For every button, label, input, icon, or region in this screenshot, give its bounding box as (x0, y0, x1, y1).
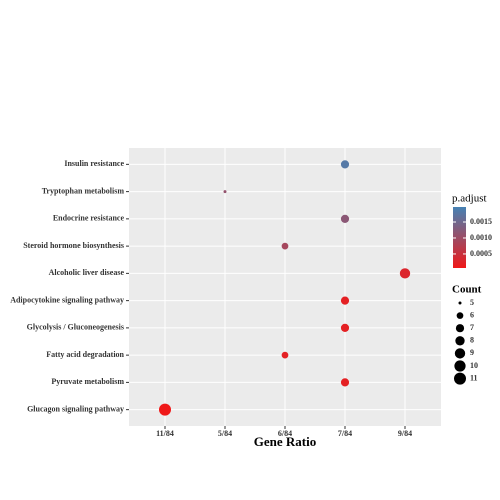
x-tick-label: 9/84 (398, 429, 412, 438)
dot (340, 323, 350, 332)
size-legend-label: 10 (470, 361, 478, 370)
size-legend-key (455, 336, 465, 346)
x-tick-label: 7/84 (338, 429, 352, 438)
y-tick-label: Tryptophan metabolism (42, 186, 125, 195)
x-axis-title: Gene Ratio (254, 434, 316, 449)
colorbar (453, 207, 466, 268)
size-legend-label: 11 (470, 373, 478, 382)
y-tick-label: Pyruvate metabolism (51, 377, 124, 386)
y-tick-label: Adipocytokine signaling pathway (10, 295, 124, 304)
dot (159, 403, 171, 416)
dot (223, 190, 227, 194)
size-legend-label: 9 (470, 348, 474, 357)
size-legend-key (458, 301, 462, 305)
dot (340, 378, 350, 387)
y-tick-label: Glycolysis / Gluconeogenesis (27, 323, 124, 332)
dot (340, 296, 350, 305)
size-legend-key (454, 372, 466, 385)
size-legend-label: 7 (470, 323, 474, 332)
colorbar-tick-label: 0.0015 (470, 217, 492, 226)
x-tick-label: 11/84 (156, 429, 174, 438)
y-tick-label: Alcoholic liver disease (49, 268, 125, 277)
dot (281, 242, 289, 250)
dot (340, 214, 350, 223)
colorbar-tick-label: 0.0010 (470, 233, 492, 242)
size-legend-title: Count (452, 284, 482, 296)
size-legend-key (454, 360, 466, 372)
size-legend-key (454, 348, 466, 359)
size-legend-label: 8 (470, 336, 474, 345)
y-tick-label: Endocrine resistance (53, 214, 125, 223)
size-legend-key (456, 312, 464, 319)
y-tick-label: Steroid hormone biosynthesis (23, 241, 124, 250)
dot (281, 351, 289, 359)
dot (340, 160, 350, 169)
size-legend-label: 6 (470, 310, 474, 319)
x-tick-label: 6/84 (278, 429, 292, 438)
y-tick-label: Fatty acid degradation (46, 350, 124, 359)
colorbar-tick-label: 0.0005 (470, 249, 492, 258)
y-tick-label: Insulin resistance (64, 159, 124, 168)
size-legend-key (455, 324, 465, 333)
dot (399, 268, 411, 279)
color-legend-title: p.adjust (452, 193, 487, 205)
y-tick-label: Glucagon signaling pathway (27, 404, 124, 413)
size-legend-label: 5 (470, 298, 474, 307)
x-tick-label: 5/84 (218, 429, 232, 438)
